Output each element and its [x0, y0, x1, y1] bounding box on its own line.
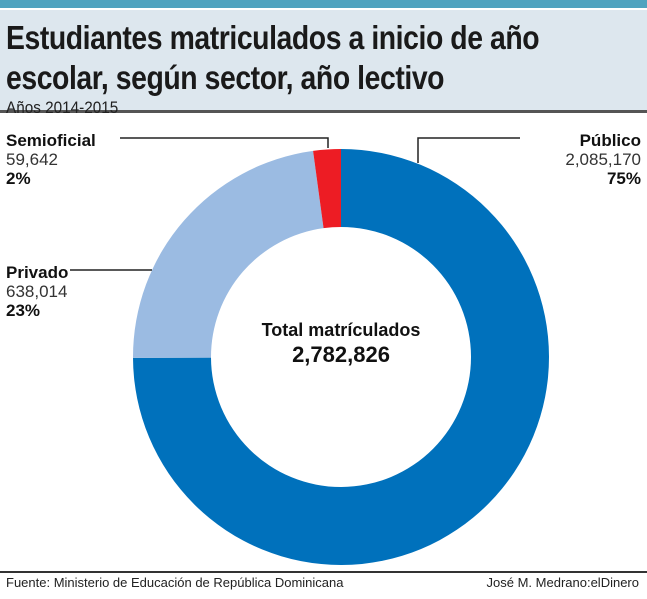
slice-name: Público [579, 131, 641, 150]
label-semioficial: Semioficial 59,642 2% [6, 131, 96, 188]
header: Estudiantes matriculados a inicio de año… [0, 10, 647, 113]
credit: José M. Medrano:elDinero [486, 575, 639, 590]
chart-title: Estudiantes matriculados a inicio de año… [6, 18, 540, 98]
subtitle: Años 2014-2015 [6, 98, 119, 117]
slice-percent: 23% [6, 301, 41, 320]
slice-pblico [133, 149, 549, 566]
total-value: 2,782,826 [292, 342, 390, 367]
title-line-1: Estudiantes matriculados a inicio de año [6, 19, 540, 56]
center-label: Total matrículados 2,782,826 [241, 320, 441, 369]
footer-divider [0, 571, 647, 573]
slice-percent: 2% [6, 169, 31, 188]
slice-privado [133, 150, 324, 358]
label-privado: Privado 638,014 23% [6, 263, 68, 320]
total-label: Total matrículados [261, 320, 421, 340]
title-line-2: escolar, según sector, año lectivo [6, 59, 445, 96]
top-accent-bar [0, 0, 647, 8]
slice-value: 59,642 [6, 150, 58, 169]
slice-percent: 75% [606, 169, 641, 188]
slice-value: 2,085,170 [565, 150, 641, 169]
slice-name: Semioficial [6, 131, 96, 150]
slice-value: 638,014 [6, 282, 68, 301]
leader-line-semioficial [120, 137, 329, 148]
slice-semioficial [313, 149, 341, 229]
source-note: Fuente: Ministerio de Educación de Repúb… [6, 575, 344, 590]
slice-name: Privado [6, 263, 69, 282]
label-publico: Público 2,085,170 75% [565, 131, 641, 188]
leader-line-publico [417, 137, 520, 163]
